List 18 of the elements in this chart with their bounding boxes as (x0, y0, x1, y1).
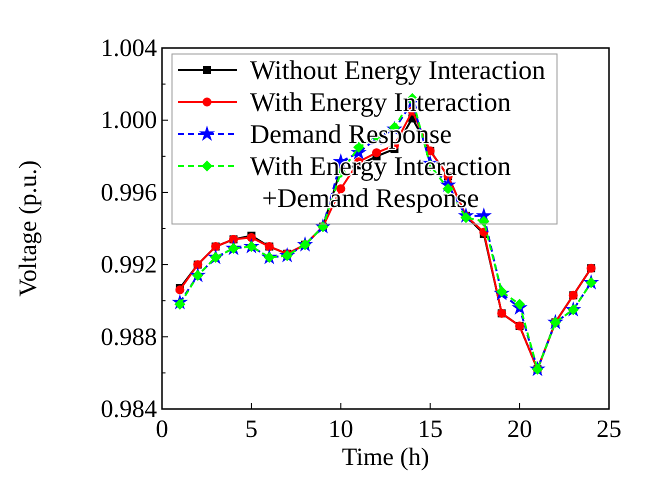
point (478, 216, 490, 227)
x-tick-label: 15 (418, 416, 443, 443)
y-tick-label: 0.992 (100, 252, 157, 279)
x-axis-title: Time (h) (342, 444, 430, 471)
y-tick-label: 0.996 (100, 179, 157, 206)
y-tick-label: 1.004 (100, 35, 158, 62)
x-tick-label: 20 (507, 416, 532, 443)
y-tick-label: 1.000 (100, 107, 157, 134)
y-tick-label: 0.988 (100, 324, 157, 351)
point (514, 298, 526, 310)
y-axis-title: Voltage (p.u.) (15, 160, 42, 297)
y-tick-label: 0.984 (100, 396, 158, 423)
x-tick-label: 5 (245, 416, 258, 443)
legend-label: Without Energy Interaction (250, 55, 546, 85)
x-tick-label: 0 (156, 416, 168, 443)
point (246, 233, 256, 242)
x-tick-label: 10 (328, 416, 354, 443)
x-tick-label: 25 (596, 416, 622, 443)
